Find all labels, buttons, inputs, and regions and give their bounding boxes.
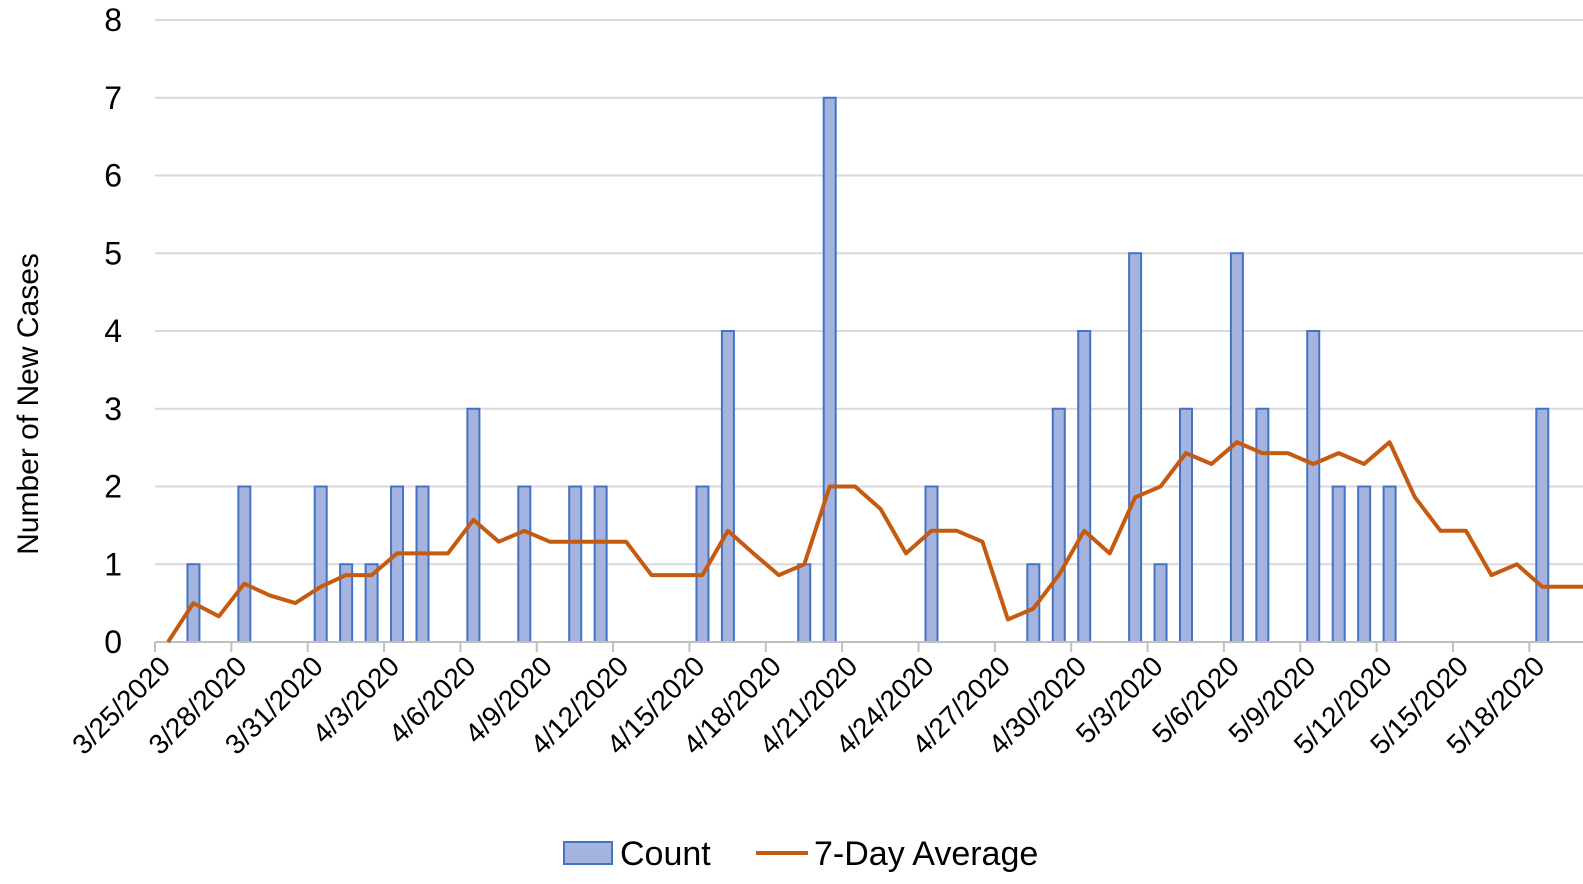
bar-count <box>1382 485 1397 643</box>
bar-count <box>1306 330 1321 643</box>
y-tick-label: 3 <box>104 391 122 427</box>
bar-count <box>415 485 430 643</box>
gridlines <box>155 19 1583 566</box>
y-tick-labels: 0 1 2 3 4 5 6 7 8 <box>104 2 122 660</box>
bar-count <box>517 485 532 643</box>
bar-count <box>1128 252 1143 643</box>
bar-count <box>1255 407 1270 643</box>
legend-label-average: 7-Day Average <box>814 835 1038 873</box>
bar-count <box>1357 485 1372 643</box>
bar-count <box>1077 330 1092 643</box>
legend-label-count: Count <box>620 835 711 873</box>
bar-count <box>390 485 405 643</box>
y-axis-label: Number of New Cases <box>12 253 45 555</box>
bar-count <box>924 485 939 643</box>
bar-count <box>313 485 328 643</box>
line-seven-day-average <box>166 440 1583 644</box>
y-tick-label: 8 <box>104 2 122 38</box>
bar-count <box>797 563 812 643</box>
bar-count <box>593 485 608 643</box>
bar-count <box>1535 407 1550 643</box>
y-tick-label: 0 <box>104 624 122 660</box>
bar-count <box>1153 563 1168 643</box>
x-axis <box>154 641 1583 652</box>
y-tick-label: 1 <box>104 546 122 582</box>
legend: Count 7-Day Average <box>563 835 1038 873</box>
seven-day-average-line <box>166 440 1583 644</box>
legend-swatch-count <box>563 841 613 865</box>
y-tick-label: 5 <box>104 235 122 271</box>
y-tick-label: 4 <box>104 313 122 349</box>
bar-count <box>568 485 583 643</box>
y-tick-label: 7 <box>104 80 122 116</box>
y-tick-label: 6 <box>104 158 122 194</box>
bar-count <box>237 485 252 643</box>
bar-count <box>1179 407 1193 643</box>
bar-count <box>822 96 837 643</box>
x-tick-labels: 3/25/20203/28/20203/31/20204/3/20204/6/2… <box>66 650 1550 760</box>
count-bars <box>186 96 1550 643</box>
bar-count <box>720 330 735 643</box>
bar-count <box>1051 407 1066 643</box>
bar-count <box>1331 485 1346 643</box>
y-tick-label: 2 <box>104 469 122 505</box>
